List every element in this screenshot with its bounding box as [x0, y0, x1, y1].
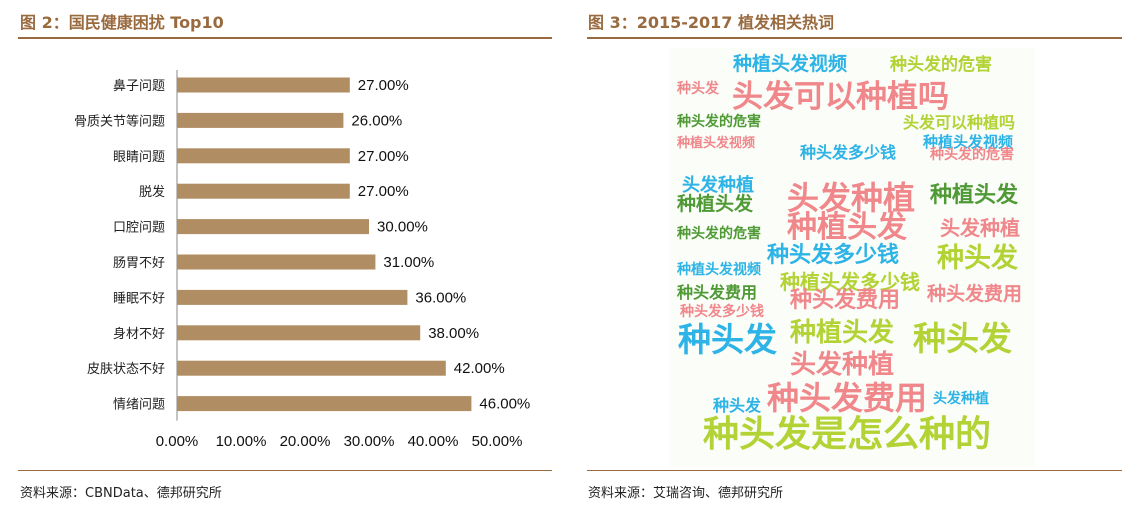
cloud-word: 种植头发视频 — [677, 136, 756, 151]
x-tick-label: 40.00% — [408, 433, 459, 450]
value-label: 31.00% — [383, 254, 434, 271]
x-tick-label: 50.00% — [472, 433, 523, 450]
cloud-word: 种头发 — [678, 320, 777, 359]
word-cloud: 种植头发视频 种头发的危害 头发可以种植吗 种头发 种头发的危害 头发可以种植吗 种植头发视… — [670, 48, 1035, 466]
cloud-word: 头发种植 — [790, 350, 895, 380]
bar — [177, 254, 376, 270]
bar — [177, 112, 344, 128]
value-label: 27.00% — [358, 148, 409, 165]
right-source: 资料来源：艾瑞咨询、德邦研究所 — [588, 486, 784, 501]
right-title-rule — [587, 37, 1122, 39]
cloud-word: 种植头发视频 — [677, 262, 761, 278]
cloud-word: 种头发费用 — [790, 288, 901, 313]
cloud-word: 种头发费用 — [927, 283, 1023, 305]
cloud-word: 种植头发 — [790, 318, 895, 348]
left-figure-title: 图 2：国民健康困扰 Top10 — [20, 13, 224, 32]
bar — [177, 183, 350, 199]
cloud-word: 种头发多少钱 — [680, 304, 764, 320]
cloud-word: 头发可以种植吗 — [903, 113, 1016, 132]
category-label: 眼睛问题 — [113, 150, 165, 165]
right-figure-title: 图 3：2015-2017 植发相关热词 — [588, 13, 834, 32]
cloud-word: 种头发多少钱 — [767, 243, 900, 268]
category-label: 骨质关节等问题 — [74, 113, 165, 129]
cloud-word: 种植头发 — [930, 183, 1019, 208]
category-label: 鼻子问题 — [113, 78, 165, 94]
cloud-word: 种头发的危害 — [930, 147, 1014, 163]
bar-chart: 鼻子问题 27.00% 骨质关节等问题 26.00% 眼睛问题 27.00% 脱发 27.00… — [74, 70, 530, 450]
cloud-word: 种头发费用 — [677, 283, 758, 302]
value-label: 26.00% — [351, 112, 402, 129]
bar — [177, 396, 472, 412]
cloud-word: 种头发 — [937, 243, 1018, 274]
cloud-word: 种头发的危害 — [677, 226, 761, 242]
cloud-word: 头发种植 — [940, 216, 1020, 240]
cloud-word: 种头发是怎么种的 — [703, 414, 992, 455]
x-tick-label: 30.00% — [344, 433, 395, 450]
cloud-word: 种头发的危害 — [890, 55, 992, 75]
cloud-word: 头发可以种植吗 — [732, 79, 949, 115]
cloud-word: 种头发多少钱 — [800, 143, 897, 162]
bar — [177, 148, 350, 164]
left-source: 资料来源：CBNData、德邦研究所 — [20, 486, 222, 501]
cloud-word: 头发种植 — [787, 179, 916, 217]
bar — [177, 325, 421, 341]
cloud-word: 种植头发多少钱 — [780, 270, 920, 294]
x-tick-label: 20.00% — [280, 433, 331, 450]
cloud-word: 种植头发 — [677, 193, 754, 215]
cloud-word: 种植头发视频 — [923, 133, 1014, 151]
left-title-rule — [18, 37, 552, 39]
bar — [177, 77, 350, 93]
value-label: 27.00% — [358, 77, 409, 94]
category-label: 睡眠不好 — [113, 291, 165, 306]
value-label: 42.00% — [454, 360, 505, 377]
bar — [177, 219, 369, 235]
category-label: 肠胃不好 — [113, 256, 165, 271]
value-label: 30.00% — [377, 219, 428, 236]
cloud-word: 种头发 — [677, 81, 719, 97]
bar — [177, 360, 446, 376]
left-source-rule — [18, 470, 552, 471]
cloud-word: 种头发费用 — [767, 379, 928, 417]
cloud-word: 种植头发 — [787, 210, 907, 245]
x-tick-label: 10.00% — [216, 433, 267, 450]
cloud-word: 头发种植 — [682, 175, 754, 196]
right-source-rule — [587, 470, 1122, 471]
category-label: 脱发 — [139, 184, 165, 200]
category-label: 口腔问题 — [113, 221, 165, 236]
cloud-word: 种头发的危害 — [677, 114, 761, 130]
bar — [177, 289, 408, 305]
value-label: 46.00% — [479, 396, 530, 413]
value-label: 38.00% — [428, 325, 479, 342]
cloud-word: 种头发 — [913, 319, 1012, 358]
value-label: 27.00% — [358, 183, 409, 200]
category-label: 情绪问题 — [113, 398, 165, 413]
category-label: 身材不好 — [113, 326, 165, 342]
cloud-word: 种头发 — [713, 396, 762, 415]
value-label: 36.00% — [415, 289, 466, 306]
category-label: 皮肤状态不好 — [87, 362, 165, 377]
cloud-word: 种植头发视频 — [733, 53, 848, 75]
cloud-word: 头发种植 — [933, 391, 989, 407]
x-tick-label: 0.00% — [156, 433, 199, 450]
